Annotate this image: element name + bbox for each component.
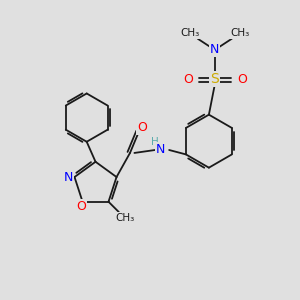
Text: CH₃: CH₃ — [116, 213, 135, 223]
Text: S: S — [210, 72, 219, 86]
Text: O: O — [137, 121, 147, 134]
Text: N: N — [210, 44, 220, 56]
Text: CH₃: CH₃ — [230, 28, 249, 38]
Text: N: N — [64, 170, 73, 184]
Text: CH₃: CH₃ — [180, 28, 200, 38]
Text: O: O — [183, 73, 193, 86]
Text: N: N — [156, 143, 166, 157]
Text: H: H — [151, 137, 158, 147]
Text: O: O — [76, 200, 86, 213]
Text: O: O — [237, 73, 247, 86]
